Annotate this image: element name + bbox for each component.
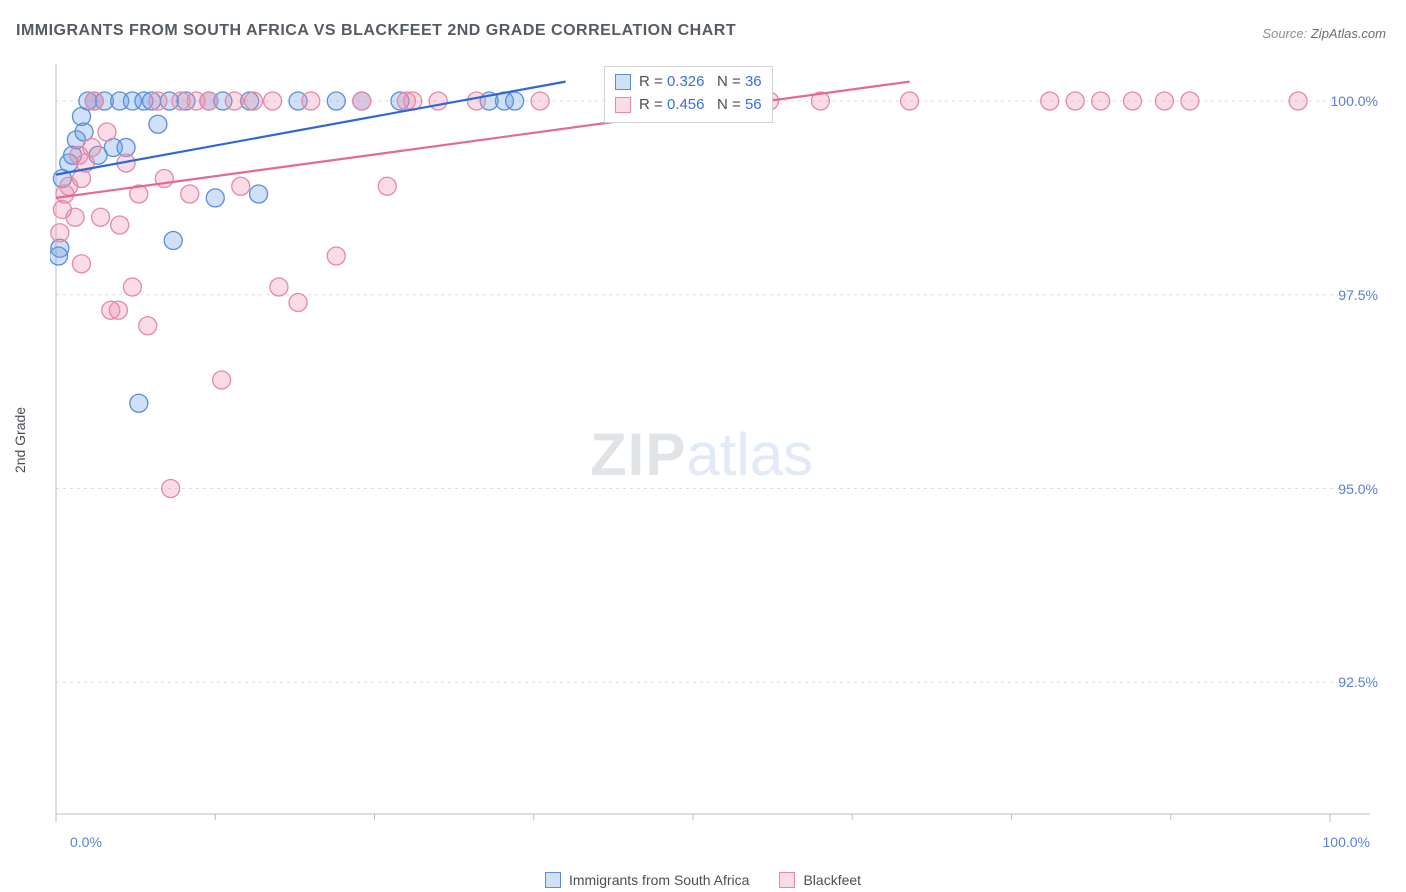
plot-area: 2nd Grade 92.5%95.0%97.5%100.0% 0.0%100.… xyxy=(50,50,1386,830)
stats-legend: R = 0.326 N = 36R = 0.456 N = 56 xyxy=(604,66,773,123)
source-attribution: Source: ZipAtlas.com xyxy=(1262,26,1386,41)
x-tick-label: 100.0% xyxy=(1323,834,1370,850)
source-value: ZipAtlas.com xyxy=(1311,26,1386,41)
legend-item: Blackfeet xyxy=(779,872,861,888)
x-tick-label: 0.0% xyxy=(70,834,102,850)
y-tick-label: 92.5% xyxy=(1338,674,1378,690)
legend-swatch xyxy=(545,872,561,888)
y-tick-label: 100.0% xyxy=(1331,93,1378,109)
series-legend: Immigrants from South Africa Blackfeet xyxy=(0,872,1406,888)
legend-swatch xyxy=(615,74,631,90)
source-label: Source: xyxy=(1262,26,1307,41)
stats-text: R = 0.456 N = 56 xyxy=(639,94,762,117)
legend-label: Blackfeet xyxy=(803,872,861,888)
stats-legend-row: R = 0.456 N = 56 xyxy=(615,94,762,117)
legend-swatch xyxy=(615,97,631,113)
legend-label: Immigrants from South Africa xyxy=(569,872,750,888)
y-tick-label: 97.5% xyxy=(1338,287,1378,303)
stats-legend-row: R = 0.326 N = 36 xyxy=(615,71,762,94)
scatter-chart xyxy=(50,50,1386,830)
chart-title: IMMIGRANTS FROM SOUTH AFRICA VS BLACKFEE… xyxy=(16,22,736,40)
legend-swatch xyxy=(779,872,795,888)
stats-text: R = 0.326 N = 36 xyxy=(639,71,762,94)
legend-item: Immigrants from South Africa xyxy=(545,872,750,888)
y-axis-label: 2nd Grade xyxy=(12,407,28,473)
y-tick-label: 95.0% xyxy=(1338,481,1378,497)
